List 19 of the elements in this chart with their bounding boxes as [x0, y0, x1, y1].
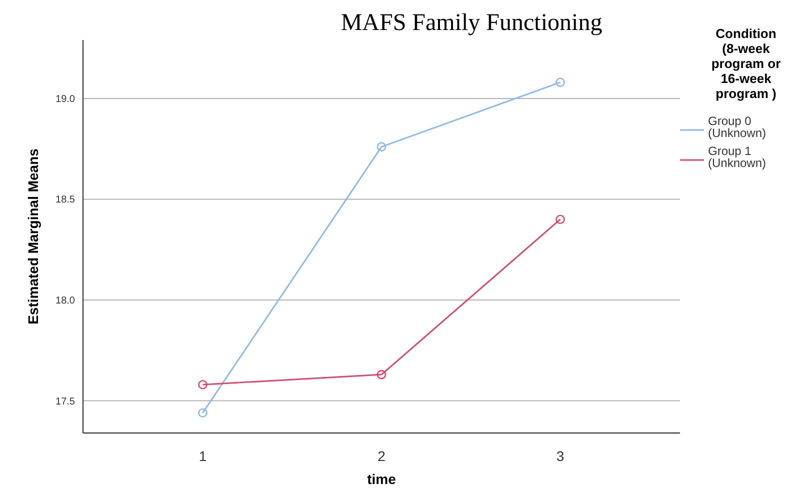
x-axis-title: time — [367, 471, 396, 487]
x-tick-label: 2 — [378, 448, 386, 464]
point — [556, 78, 565, 87]
chart-title: MAFS Family Functioning — [340, 10, 602, 36]
y-tick-label: 18.5 — [56, 194, 76, 206]
x-tick-label: 3 — [556, 448, 564, 464]
y-tick-label: 17.5 — [56, 396, 76, 408]
point — [198, 408, 208, 418]
y-tick-label: 19.0 — [56, 94, 76, 105]
legend-label: Group 0 (Unknown) — [708, 114, 766, 140]
point — [198, 380, 208, 390]
point — [556, 214, 565, 224]
point — [376, 370, 386, 380]
legend-title: Condition (8-week program or 16-week program ) — [711, 26, 781, 101]
legend-label: Group 1 (Unknown) — [708, 144, 766, 170]
y-axis-title: Estimated Marginal Means — [25, 148, 41, 324]
point — [376, 142, 386, 152]
y-tick-label: 18.0 — [56, 295, 76, 306]
x-tick-label: 1 — [198, 448, 207, 464]
